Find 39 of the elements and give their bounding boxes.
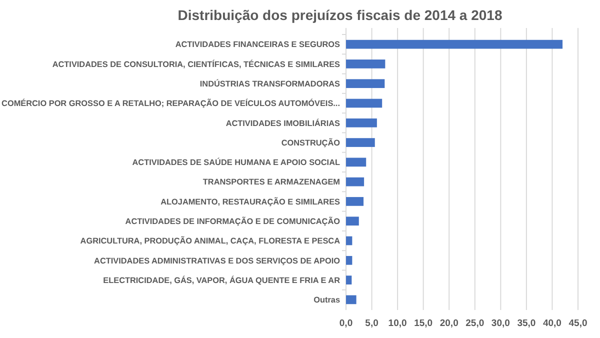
bar — [346, 197, 364, 206]
bar — [346, 216, 359, 226]
x-tick-label: 45,0 — [568, 318, 588, 329]
y-tick-label: ACTIVIDADES DE INFORMAÇÃO E DE COMUNICAÇÃO — [125, 216, 341, 226]
x-tick-label: 40,0 — [542, 318, 562, 329]
bar — [346, 276, 352, 284]
bar — [346, 236, 352, 246]
y-tick-label: ACTIVIDADES ADMINISTRATIVAS E DOS SERVIÇOS DE APOIO — [94, 256, 341, 266]
y-tick-label: ACTIVIDADES FINANCEIRAS E SEGUROS — [175, 40, 341, 50]
y-tick-label: CONSTRUÇÃO — [281, 137, 341, 148]
bar — [346, 295, 356, 304]
y-tick-label: ALOJAMENTO, RESTAURAÇÃO E SIMILARES — [160, 196, 341, 206]
bar — [346, 79, 385, 88]
y-tick-label: COMÉRCIO POR GROSSO E A RETALHO; REPARAÇÃO DE VEÍCULOS AUTOMÓVEIS... — [2, 98, 340, 108]
y-tick-label: ACTIVIDADES DE CONSULTORIA, CIENTÍFICAS, TÉCNICAS E SIMILARES — [52, 58, 341, 69]
bar — [346, 138, 375, 147]
bar — [346, 60, 386, 68]
bar — [346, 177, 364, 186]
bar — [346, 98, 382, 108]
y-tick-label: ACTIVIDADES IMOBILIÁRIAS — [226, 118, 341, 128]
chart-title: Distribuição dos prejuízos fiscais de 2014 a 2018 — [178, 7, 502, 23]
y-tick-label: ACTIVIDADES DE SAÚDE HUMANA E APOIO SOCIAL — [132, 157, 340, 168]
bar — [346, 256, 352, 265]
x-tick-label: 25,0 — [466, 318, 484, 329]
x-tick-label: 10,0 — [388, 318, 407, 329]
x-tick-label: 30,0 — [491, 318, 510, 329]
x-tick-label: 0,0 — [339, 318, 353, 329]
y-tick-label: AGRICULTURA, PRODUÇÃO ANIMAL, CAÇA, FLORESTA E PESCA — [80, 236, 340, 246]
x-tick-label: 5,0 — [365, 318, 378, 329]
x-tick-label: 35,0 — [517, 318, 536, 329]
y-tick-label: TRANSPORTES E ARMAZENAGEM — [202, 178, 340, 187]
x-tick-label: 20,0 — [440, 318, 458, 329]
x-tick-label: 15,0 — [414, 318, 433, 329]
bar — [346, 158, 366, 167]
bar — [346, 40, 563, 49]
y-tick-label: INDÚSTRIAS TRANSFORMADORAS — [200, 78, 341, 88]
bar — [346, 118, 377, 128]
y-tick-label: ELECTRICIDADE, GÁS, VAPOR, ÁGUA QUENTE E FRIA E AR — [103, 274, 340, 285]
y-tick-label: Outras — [314, 296, 340, 305]
